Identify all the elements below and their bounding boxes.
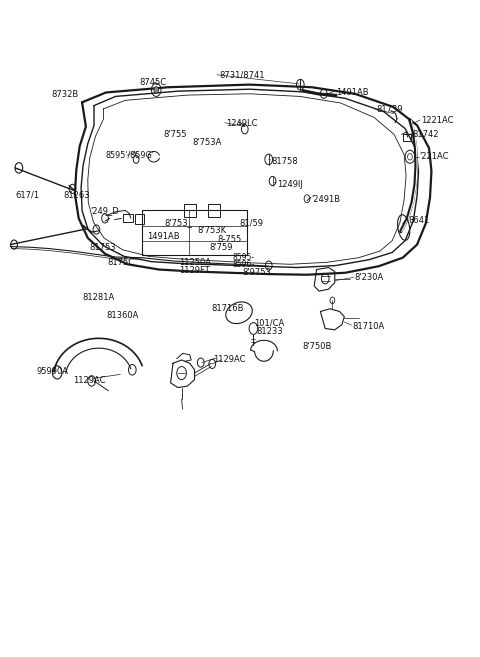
Text: 8595-: 8595- <box>233 253 255 262</box>
Text: 8595'/859G': 8595'/859G' <box>105 151 154 160</box>
Text: 81360A: 81360A <box>106 311 138 320</box>
Text: 81/59: 81/59 <box>239 218 263 227</box>
Text: 8'759: 8'759 <box>209 242 233 252</box>
Circle shape <box>154 87 158 93</box>
Text: 1129FT: 1129FT <box>179 266 209 275</box>
Text: 1221AC: 1221AC <box>421 116 454 125</box>
Text: '2491B: '2491B <box>311 195 340 204</box>
Text: 8731/8741: 8731/8741 <box>219 70 264 79</box>
Text: 8'753_: 8'753_ <box>165 218 193 227</box>
Text: 1129AC: 1129AC <box>73 376 106 386</box>
Text: 8'753A: 8'753A <box>192 139 221 147</box>
Text: 81742: 81742 <box>412 130 439 139</box>
Text: 8745C: 8745C <box>140 78 167 87</box>
Text: 81233: 81233 <box>257 327 283 336</box>
Text: 8596-: 8596- <box>233 260 255 269</box>
Text: 8732B: 8732B <box>51 90 78 99</box>
Text: 617/1: 617/1 <box>15 191 39 200</box>
Text: 8'9753: 8'9753 <box>242 267 271 277</box>
Text: 81263: 81263 <box>63 191 90 200</box>
Text: 81758: 81758 <box>272 158 298 166</box>
Text: 8'755: 8'755 <box>163 130 187 139</box>
Text: '221AC: '221AC <box>420 152 449 161</box>
Text: 1249lJ: 1249lJ <box>277 180 303 189</box>
Text: 8'753K: 8'753K <box>197 226 226 235</box>
Text: '249_D: '249_D <box>91 206 120 215</box>
Text: 8-755: 8-755 <box>217 235 242 244</box>
Text: 81710A: 81710A <box>352 322 385 331</box>
Text: 101/CA: 101/CA <box>254 319 285 328</box>
Text: 95990A: 95990A <box>36 367 69 376</box>
Text: 1129AC: 1129AC <box>213 355 246 365</box>
Text: 1491AB: 1491AB <box>336 88 368 97</box>
Text: 11250A: 11250A <box>179 258 211 267</box>
Text: 81716B: 81716B <box>211 304 244 313</box>
Text: 81739: 81739 <box>376 105 403 114</box>
Text: 81753: 81753 <box>89 242 116 252</box>
Text: 8641: 8641 <box>408 216 430 225</box>
Text: 81281A: 81281A <box>82 292 114 302</box>
Text: 1491AB: 1491AB <box>147 231 180 240</box>
Text: 8'750B: 8'750B <box>302 342 332 351</box>
Text: 8'230A: 8'230A <box>355 273 384 282</box>
Text: 1249LC: 1249LC <box>226 120 257 129</box>
Text: 8175C: 8175C <box>107 258 134 267</box>
